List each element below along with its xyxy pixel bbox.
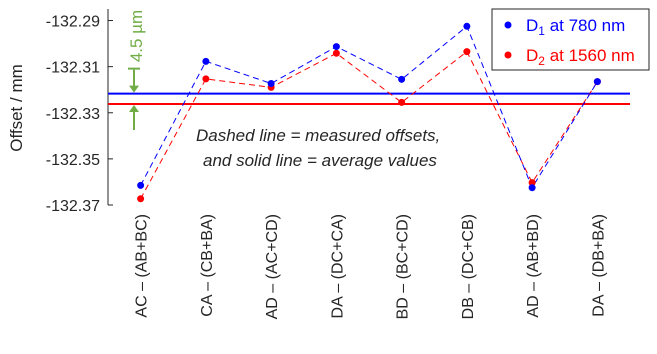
series bbox=[137, 22, 601, 203]
series-line-1 bbox=[140, 25, 598, 189]
y-tick-label: -132.31 bbox=[46, 60, 100, 77]
legend-box bbox=[491, 8, 650, 71]
data-point-1 bbox=[398, 75, 406, 83]
y-tick-label: -132.33 bbox=[46, 106, 100, 123]
y-tick-label: -132.29 bbox=[46, 14, 100, 31]
x-tick-label: DA – (DC+CA) bbox=[329, 214, 346, 318]
x-tick-label: BD – (BC+CD) bbox=[395, 214, 412, 319]
gap-arrow-down-head bbox=[129, 85, 139, 93]
annotation: Dashed line = measured offsets, and soli… bbox=[196, 126, 440, 170]
x-tick-label: DB – (DC+CB) bbox=[460, 214, 477, 319]
x-tick-label: AC – (AB+BC) bbox=[134, 214, 151, 318]
data-point-1 bbox=[202, 57, 210, 65]
x-tick-label: DA – (DB+BA) bbox=[590, 214, 607, 317]
legend: D1 at 780 nm D2 at 1560 nm bbox=[491, 8, 650, 71]
legend-marker-d2 bbox=[504, 51, 512, 59]
data-point-1 bbox=[137, 181, 145, 189]
legend-entry-d2: D2 at 1560 nm bbox=[526, 46, 635, 68]
x-tick-labels: AC – (AB+BC) CA – (CB+BA) AD – (AC+CD) DA –… bbox=[134, 214, 608, 319]
x-tick-label: CA – (CB+BA) bbox=[199, 214, 216, 317]
data-point-2 bbox=[463, 48, 471, 56]
series-line-2 bbox=[140, 50, 598, 200]
data-point-1 bbox=[528, 184, 536, 192]
y-tick-label: -132.35 bbox=[46, 152, 100, 169]
annotation-line-2: and solid line = average values bbox=[203, 151, 437, 170]
data-point-1 bbox=[332, 43, 340, 51]
data-point-1 bbox=[267, 79, 275, 87]
data-point-2 bbox=[398, 98, 406, 106]
y-tick-label: -132.37 bbox=[46, 198, 100, 215]
x-tick-label: AD – (AC+CD) bbox=[264, 214, 281, 319]
data-point-1 bbox=[463, 22, 471, 30]
legend-marker-d1 bbox=[504, 21, 512, 29]
gap-arrow-up-head bbox=[129, 105, 139, 113]
y-axis-label: Offset / mm bbox=[7, 64, 26, 152]
data-point-2 bbox=[202, 75, 210, 83]
annotation-line-1: Dashed line = measured offsets, bbox=[196, 126, 440, 145]
gap-label: 4.5 µm bbox=[127, 10, 146, 62]
data-point-2 bbox=[528, 179, 536, 187]
legend-entry-d1: D1 at 780 nm bbox=[526, 16, 625, 38]
gap-indicator: 4.5 µm bbox=[127, 10, 146, 131]
data-point-2 bbox=[137, 195, 145, 203]
data-point-2 bbox=[332, 49, 340, 57]
x-tick-label: AD – (AB+BD) bbox=[525, 214, 542, 318]
average-lines bbox=[108, 92, 630, 106]
y-ticks: -132.29 -132.31 -132.33 -132.35 -132.37 bbox=[46, 14, 113, 215]
data-point-1 bbox=[593, 78, 601, 86]
